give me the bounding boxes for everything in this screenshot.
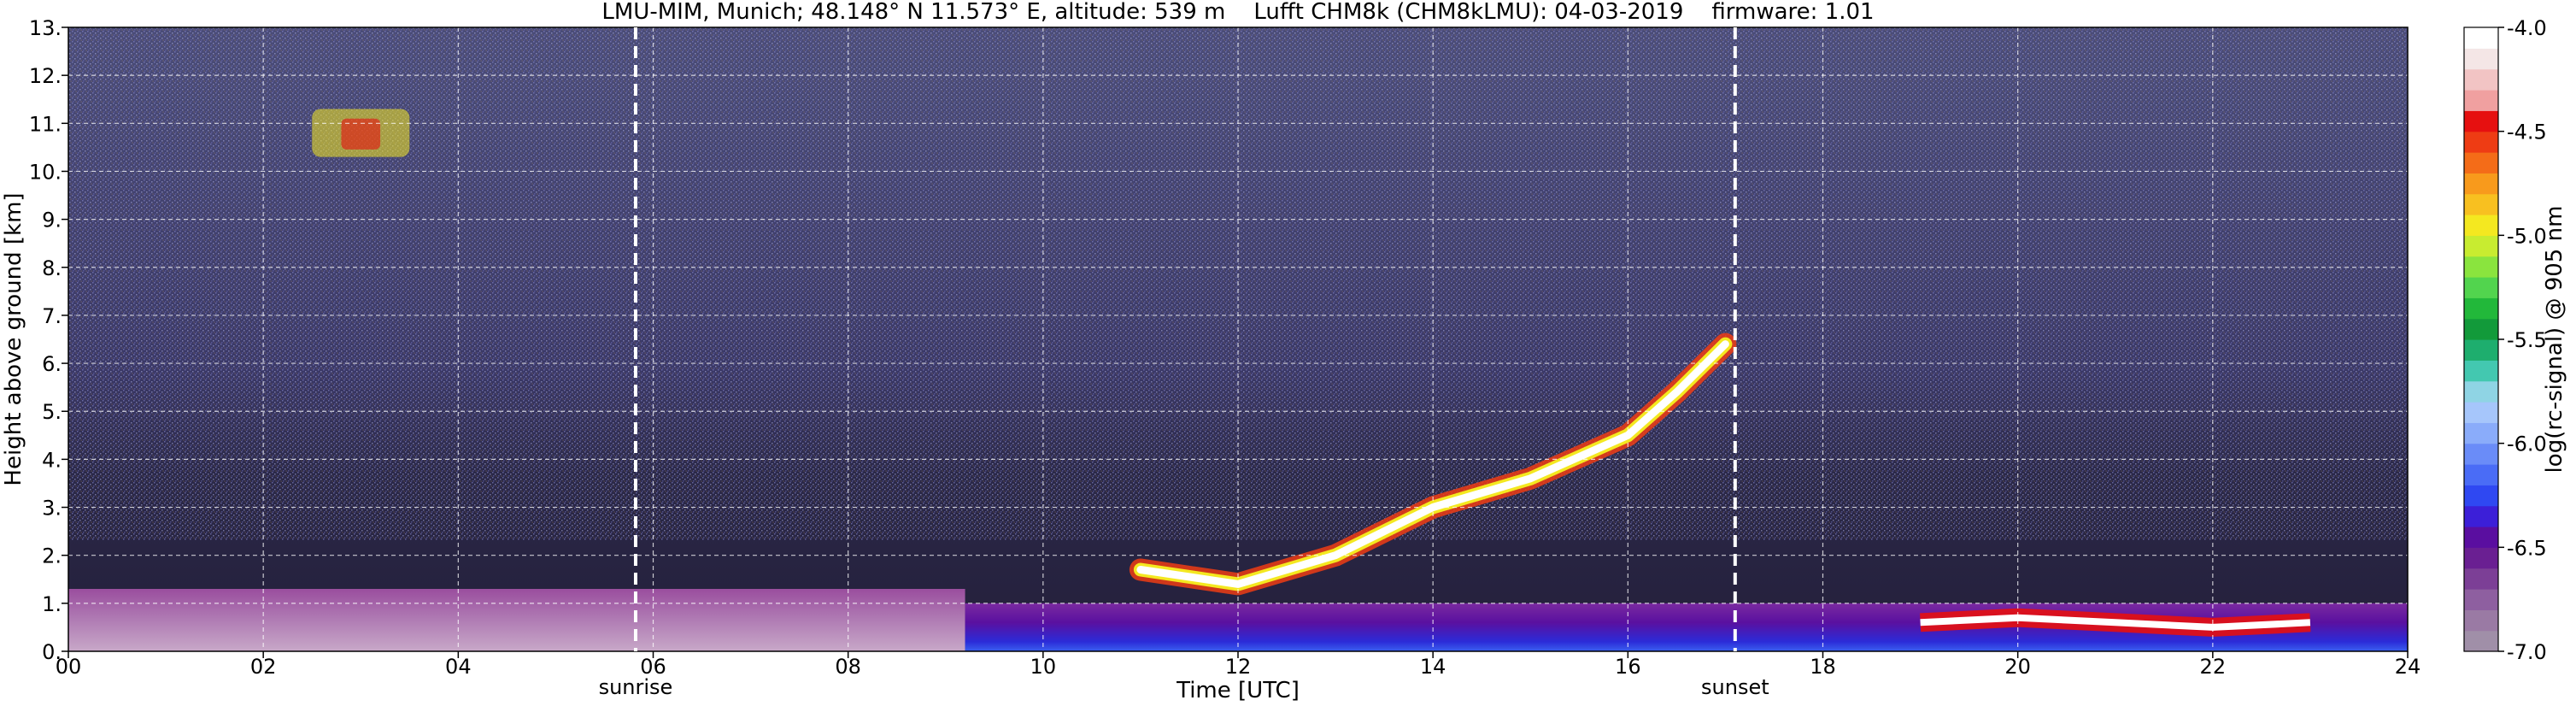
colorbar-segment	[2464, 485, 2498, 507]
colorbar-segment	[2464, 318, 2498, 340]
colorbar-segment	[2464, 193, 2498, 215]
x-tick-label: 00	[56, 655, 82, 679]
colorbar-segment	[2464, 256, 2498, 278]
x-tick-label: 16	[1615, 655, 1641, 679]
y-tick-label: 10.	[29, 160, 62, 184]
x-tick-label: 18	[1810, 655, 1836, 679]
mixing-layer-top	[1136, 340, 1729, 588]
colorbar-segment	[2464, 505, 2498, 527]
y-tick-label: 12.	[29, 64, 62, 88]
x-tick-label: 10	[1030, 655, 1057, 679]
sun-lines: sunrise sunset	[599, 27, 1769, 699]
colorbar-tick-label: -6.0	[2507, 432, 2547, 456]
colorbar-segment	[2464, 547, 2498, 569]
x-tick-label: 06	[640, 655, 666, 679]
colorbar-segment	[2464, 152, 2498, 174]
y-tick-label: 3.	[42, 497, 62, 521]
colorbar-segment	[2464, 360, 2498, 382]
colorbar-tick-label: -6.5	[2507, 536, 2547, 560]
x-tick-label: 20	[2004, 655, 2031, 679]
colorbar-segment	[2464, 402, 2498, 423]
axes: 00 02 04 06 08 10 12 14 16 18 20 22 24 0. 1. 2. 3. 4. 5. 6.…	[29, 16, 2421, 679]
colorbar-tick-label: -5.0	[2507, 224, 2547, 248]
y-tick-label: 1.	[42, 592, 62, 616]
y-tick-label: 4.	[42, 448, 62, 472]
sunset-label: sunset	[1701, 675, 1769, 699]
colorbar-segment	[2464, 68, 2498, 91]
colorbar-segment	[2464, 339, 2498, 361]
colorbar-tick-label: -7.0	[2507, 640, 2547, 664]
cirrus-core	[341, 118, 381, 150]
grid	[68, 27, 2408, 651]
colorbar-segment	[2464, 215, 2498, 236]
x-tick-label: 14	[1420, 655, 1446, 679]
x-tick-label: 02	[250, 655, 277, 679]
colorbar-label: log(rc-signal) @ 905 nm	[2542, 206, 2567, 474]
colorbar-segment	[2464, 609, 2498, 632]
y-tick-label: 5.	[42, 400, 62, 424]
surface-aerosol-layer	[68, 589, 965, 651]
colorbar-segment	[2464, 90, 2498, 111]
colorbar-segment	[2464, 48, 2498, 70]
x-tick-label: 08	[835, 655, 861, 679]
colorbar-segment	[2464, 277, 2498, 298]
y-tick-label: 2.	[42, 544, 62, 568]
y-tick-label: 13.	[29, 16, 62, 40]
colorbar-segment	[2464, 443, 2498, 465]
y-tick-label: 0.	[42, 640, 62, 664]
y-tick-label: 11.	[29, 112, 62, 136]
colorbar-segment	[2464, 527, 2498, 548]
x-tick-label: 22	[2200, 655, 2227, 679]
x-axis-label: Time [UTC]	[1176, 678, 1300, 703]
colorbar-segment	[2464, 589, 2498, 610]
colorbar-segment	[2464, 422, 2498, 444]
colorbar-segment	[2464, 568, 2498, 590]
colorbar-segment	[2464, 297, 2498, 320]
y-axis-label: Height above ground [km]	[1, 192, 26, 485]
colorbar-segment	[2464, 131, 2498, 153]
colorbar-segment	[2464, 27, 2498, 49]
colorbar-tick-label: -4.0	[2507, 16, 2547, 40]
y-tick-label: 9.	[42, 209, 62, 232]
colorbar-segment	[2464, 235, 2498, 257]
colorbar-segment	[2464, 380, 2498, 403]
x-tick-label: 24	[2395, 655, 2421, 679]
colorbar: -7.0 -6.5 -6.0 -5.5 -5.0 -4.5 -4.0	[2463, 16, 2547, 664]
y-tick-label: 7.	[42, 304, 62, 328]
colorbar-segment	[2464, 173, 2498, 195]
y-tick-label: 8.	[42, 256, 62, 280]
sunrise-label: sunrise	[599, 675, 673, 699]
x-tick-label: 12	[1225, 655, 1252, 679]
x-tick-label: 04	[445, 655, 472, 679]
colorbar-tick-label: -4.5	[2507, 121, 2547, 144]
chart-title: LMU-MIM, Munich; 48.148° N 11.573° E, al…	[601, 0, 1874, 25]
colorbar-segment	[2464, 110, 2498, 132]
colorbar-segment	[2464, 630, 2498, 652]
colorbar-tick-label: -5.5	[2507, 328, 2547, 352]
colorbar-segment	[2464, 464, 2498, 485]
low-cloud	[1920, 614, 2311, 631]
y-tick-label: 6.	[42, 352, 62, 376]
